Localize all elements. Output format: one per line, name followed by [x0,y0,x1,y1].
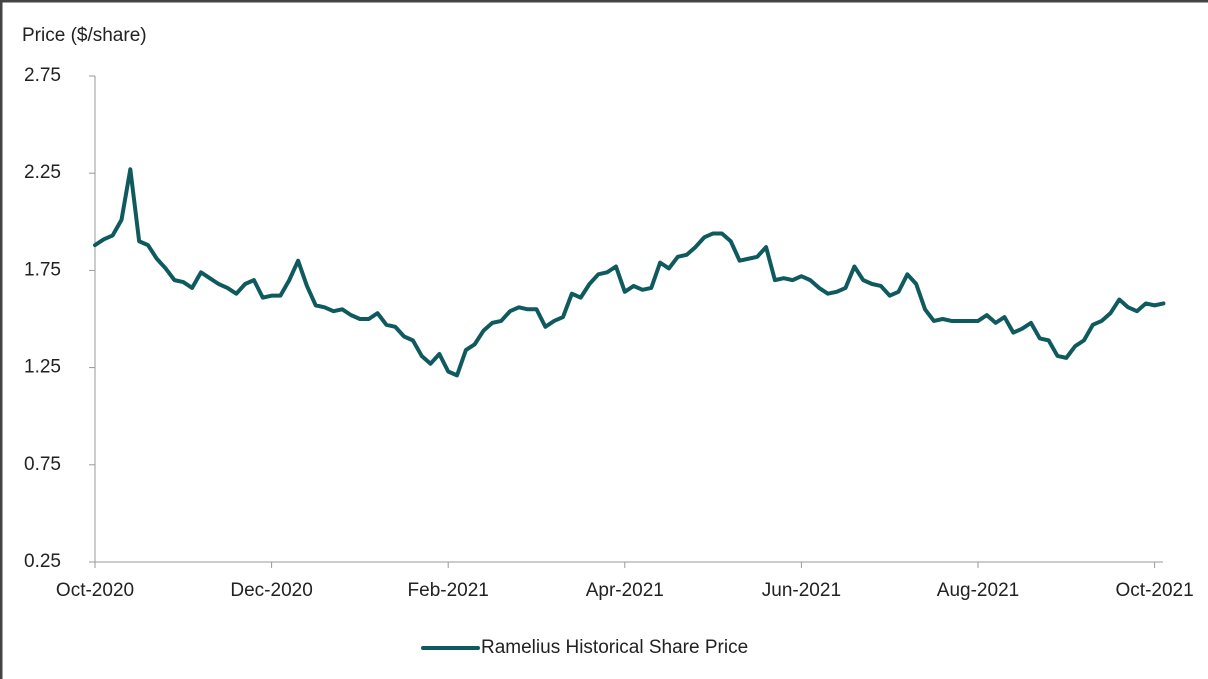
x-tick-label: Oct-2021 [1116,580,1194,601]
x-tick-label: Dec-2020 [230,580,312,601]
y-tick-label: 1.25 [24,357,61,378]
y-tick-label: 0.25 [24,551,61,572]
x-tick-label: Oct-2020 [56,580,134,601]
x-tick-label: Aug-2021 [937,580,1019,601]
y-axis-label: Price ($/share) [22,25,147,46]
legend-label: Ramelius Historical Share Price [481,637,748,658]
x-tick-label: Apr-2021 [586,580,664,601]
y-tick-label: 2.25 [24,162,61,183]
y-tick-label: 2.75 [24,65,61,86]
x-tick-label: Jun-2021 [762,580,841,601]
y-tick-label: 1.75 [24,259,61,280]
x-tick-label: Feb-2021 [408,580,489,601]
y-tick-label: 0.75 [24,454,61,475]
price-line [93,167,1166,378]
